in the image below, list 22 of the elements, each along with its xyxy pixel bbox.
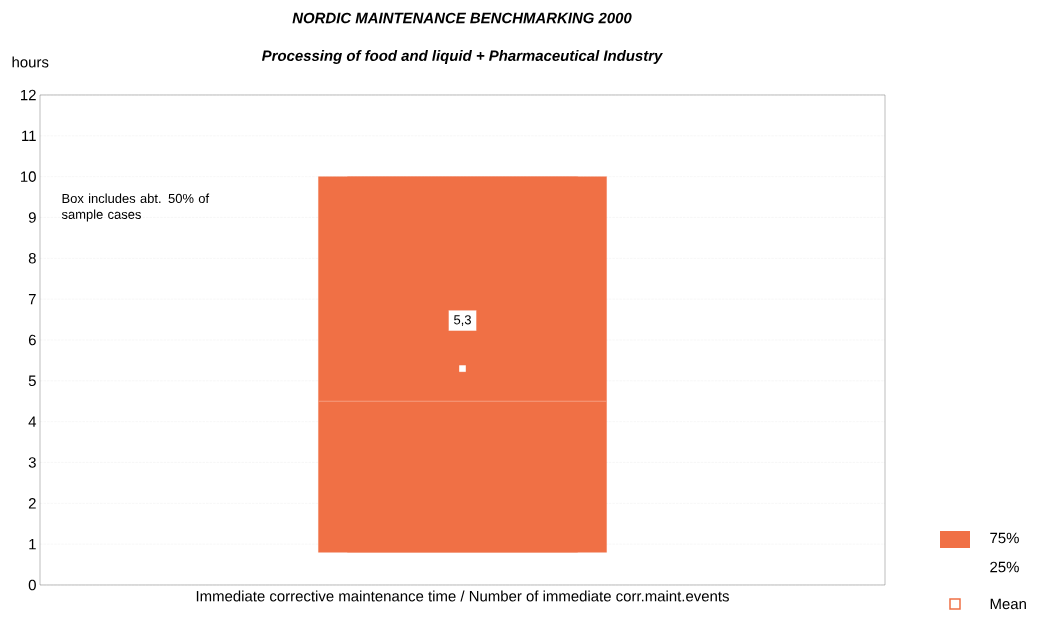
y-tick-label: 8: [28, 253, 36, 264]
y-tick-label: 1: [29, 539, 36, 550]
y-tick-label: 3: [28, 457, 36, 468]
chart-subtitle: Processing of food and liquid + Pharmaceutical Industry: [261, 50, 663, 64]
y-tick-label: 10: [21, 171, 36, 182]
y-tick-label: 2: [28, 498, 36, 509]
y-tick-label: 0: [28, 579, 36, 591]
y-axis-title: hours: [12, 56, 49, 68]
y-tick-label: 4: [28, 416, 37, 427]
x-tick-label: Immediate corrective maintenance time / Number of immediate corr.maint.events: [196, 590, 729, 602]
y-tick-label: 12: [21, 89, 36, 101]
text: 25%: [990, 561, 1019, 573]
chart-title: NORDIC MAINTENANCE BENCHMARKING 2000: [292, 12, 632, 24]
text: Mean: [990, 598, 1026, 610]
y-tick-label: 11: [22, 130, 36, 141]
text: 75%: [990, 532, 1019, 544]
annotation: Box includes abt. 50% of sample cases: [61, 193, 210, 222]
y-tick-label: 5: [28, 375, 36, 387]
y-tick-label: 9: [28, 212, 36, 223]
annotation: 5,3: [454, 315, 471, 326]
y-tick-label: 7: [28, 294, 36, 305]
y-tick-label: 6: [28, 334, 36, 346]
